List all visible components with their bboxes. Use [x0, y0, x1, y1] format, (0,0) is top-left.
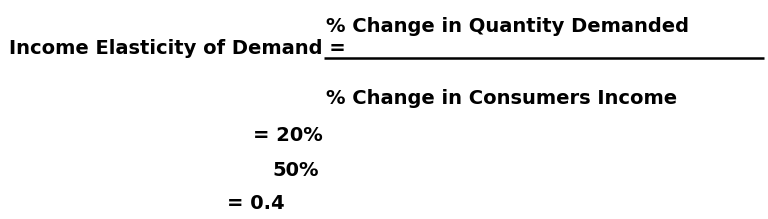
- Text: % Change in Quantity Demanded: % Change in Quantity Demanded: [326, 17, 690, 36]
- Text: = 0.4: = 0.4: [227, 194, 284, 213]
- Text: 50%: 50%: [273, 161, 319, 180]
- Text: % Change in Consumers Income: % Change in Consumers Income: [326, 89, 677, 108]
- Text: = 20%: = 20%: [253, 126, 323, 145]
- Text: Income Elasticity of Demand =: Income Elasticity of Demand =: [9, 39, 353, 58]
